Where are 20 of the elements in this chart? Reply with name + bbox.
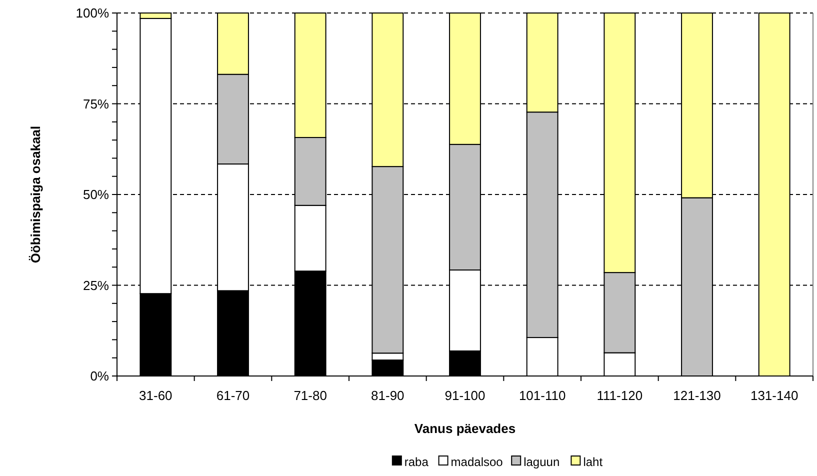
y-axis-title: Ööbimispaiga osakaal [28,126,43,264]
legend-label: laguun [524,455,560,469]
x-tick-label: 121-130 [673,388,721,403]
x-tick-label: 111-120 [596,388,643,403]
y-tick-label: 25% [82,278,110,293]
y-tick-label: 100% [76,6,110,21]
x-tick-label: 131-140 [750,388,798,403]
x-tick-label: 101-110 [518,388,566,403]
x-tick-label: 71-80 [294,388,327,403]
legend-label: laht [583,455,604,469]
x-tick-label: 31-60 [139,388,172,403]
x-tick-label: 91-100 [444,388,486,403]
legend-label: madalsoo [450,455,504,469]
y-tick-label: 50% [82,187,110,202]
y-tick-label: 0% [90,368,110,384]
x-tick-label: 61-70 [216,388,250,403]
x-tick-label: 81-90 [371,388,404,403]
y-tick-label: 75% [82,96,110,112]
x-axis-title: Vanus päevades [414,421,516,436]
legend-label: raba [404,455,429,469]
